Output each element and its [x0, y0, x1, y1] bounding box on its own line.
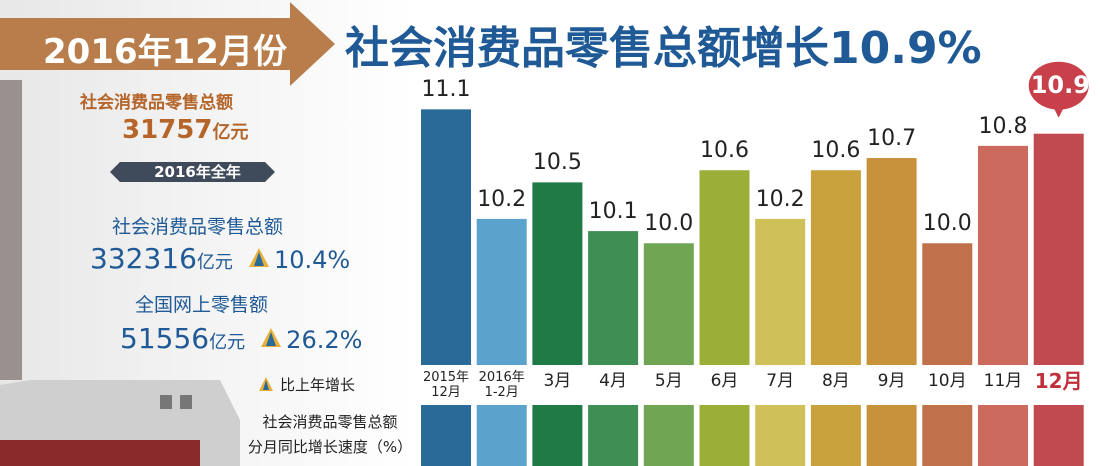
value-label: 10.2: [477, 186, 527, 212]
bar-base: [476, 405, 527, 466]
up-icon: [261, 328, 282, 347]
monthly-figure: 31757亿元: [122, 115, 248, 145]
bar: [476, 218, 527, 365]
x-tick-label: 9月: [877, 371, 906, 391]
y-axis-label: 社会消费品零售总额 分月同比增长速度（%）: [247, 413, 413, 456]
x-tick-label: 3月: [543, 371, 572, 391]
bar: [866, 158, 917, 365]
annual-label: 社会消费品零售总额: [112, 216, 284, 238]
online-figure: 51556亿元 26.2%: [120, 322, 362, 355]
bar: [978, 145, 1028, 365]
bar: [755, 218, 806, 365]
bar: [588, 231, 639, 365]
bar: [1033, 133, 1084, 365]
bar-base: [922, 405, 973, 466]
banner-shape: [0, 2, 335, 86]
vent: [180, 395, 192, 409]
annual-heading-bg: [110, 162, 275, 182]
bar: [810, 170, 861, 365]
value-label: 10.0: [644, 211, 694, 237]
bar-base: [532, 405, 583, 466]
value-label: 10.2: [755, 186, 805, 212]
up-icon: [248, 248, 269, 267]
value-label: 11.1: [421, 77, 471, 103]
building-front: [0, 440, 200, 466]
monthly-unit: 亿元: [212, 122, 249, 143]
value-label: 10.9: [1030, 70, 1090, 99]
online-label: 全国网上零售额: [135, 294, 269, 316]
bar: [643, 243, 694, 365]
chart-title: 社会消费品零售总额增长10.9%: [345, 23, 982, 74]
value-label: 10.6: [700, 138, 749, 164]
legend-text: 比上年增长: [280, 376, 356, 394]
x-tick-label: 11月: [983, 371, 1023, 391]
bar: [699, 170, 750, 365]
bar-base: [421, 405, 471, 466]
x-tick-label: 6月: [710, 371, 739, 391]
online-value: 51556: [120, 322, 210, 355]
highlight-pointer: [1052, 105, 1065, 118]
bar-base: [699, 405, 750, 466]
annual-heading: 2016年全年: [154, 163, 241, 181]
annual-unit: 亿元: [196, 252, 233, 273]
x-tick-label: 5月: [654, 371, 683, 391]
bar: [421, 109, 471, 365]
bar-base: [866, 405, 917, 466]
bar-base: [755, 405, 806, 466]
x-tick-label: 7月: [766, 371, 795, 391]
annual-value: 332316: [90, 242, 197, 275]
monthly-value: 31757: [122, 115, 213, 145]
column: [0, 80, 22, 380]
bar-base: [588, 405, 639, 466]
x-tick-label: 12月: [1034, 369, 1083, 393]
legend: 比上年增长: [258, 374, 355, 395]
value-label: 10.0: [922, 211, 972, 237]
bar-base: [1033, 405, 1084, 466]
legend-icon: [259, 377, 273, 391]
highlight-bubble: [1028, 61, 1089, 110]
value-label: 10.5: [532, 150, 582, 176]
annual-figure: 332316亿元 10.4%: [90, 242, 350, 275]
vent: [160, 395, 172, 409]
banner: 2016年12月份: [43, 32, 287, 72]
x-tick-label: 4月: [599, 371, 627, 391]
value-label: 10.6: [811, 138, 861, 164]
bar: [922, 243, 973, 365]
value-label: 10.1: [588, 199, 638, 225]
x-tick-label: 8月: [821, 371, 850, 391]
bar-base: [643, 405, 694, 466]
label-band: [418, 366, 1098, 404]
bar: [532, 182, 583, 365]
online-unit: 亿元: [209, 332, 246, 353]
online-growth: 26.2%: [286, 326, 363, 354]
bar-base: [810, 405, 861, 466]
value-label: 10.7: [867, 126, 917, 152]
x-tick-label: 2016年 1-2月: [478, 370, 525, 400]
x-tick-label: 2015年 12月: [422, 370, 470, 400]
monthly-label: 社会消费品零售总额: [80, 93, 233, 113]
annual-growth: 10.4%: [273, 246, 351, 274]
bar-base: [978, 405, 1028, 466]
value-label: 10.8: [978, 113, 1028, 139]
x-tick-label: 10月: [927, 371, 967, 391]
